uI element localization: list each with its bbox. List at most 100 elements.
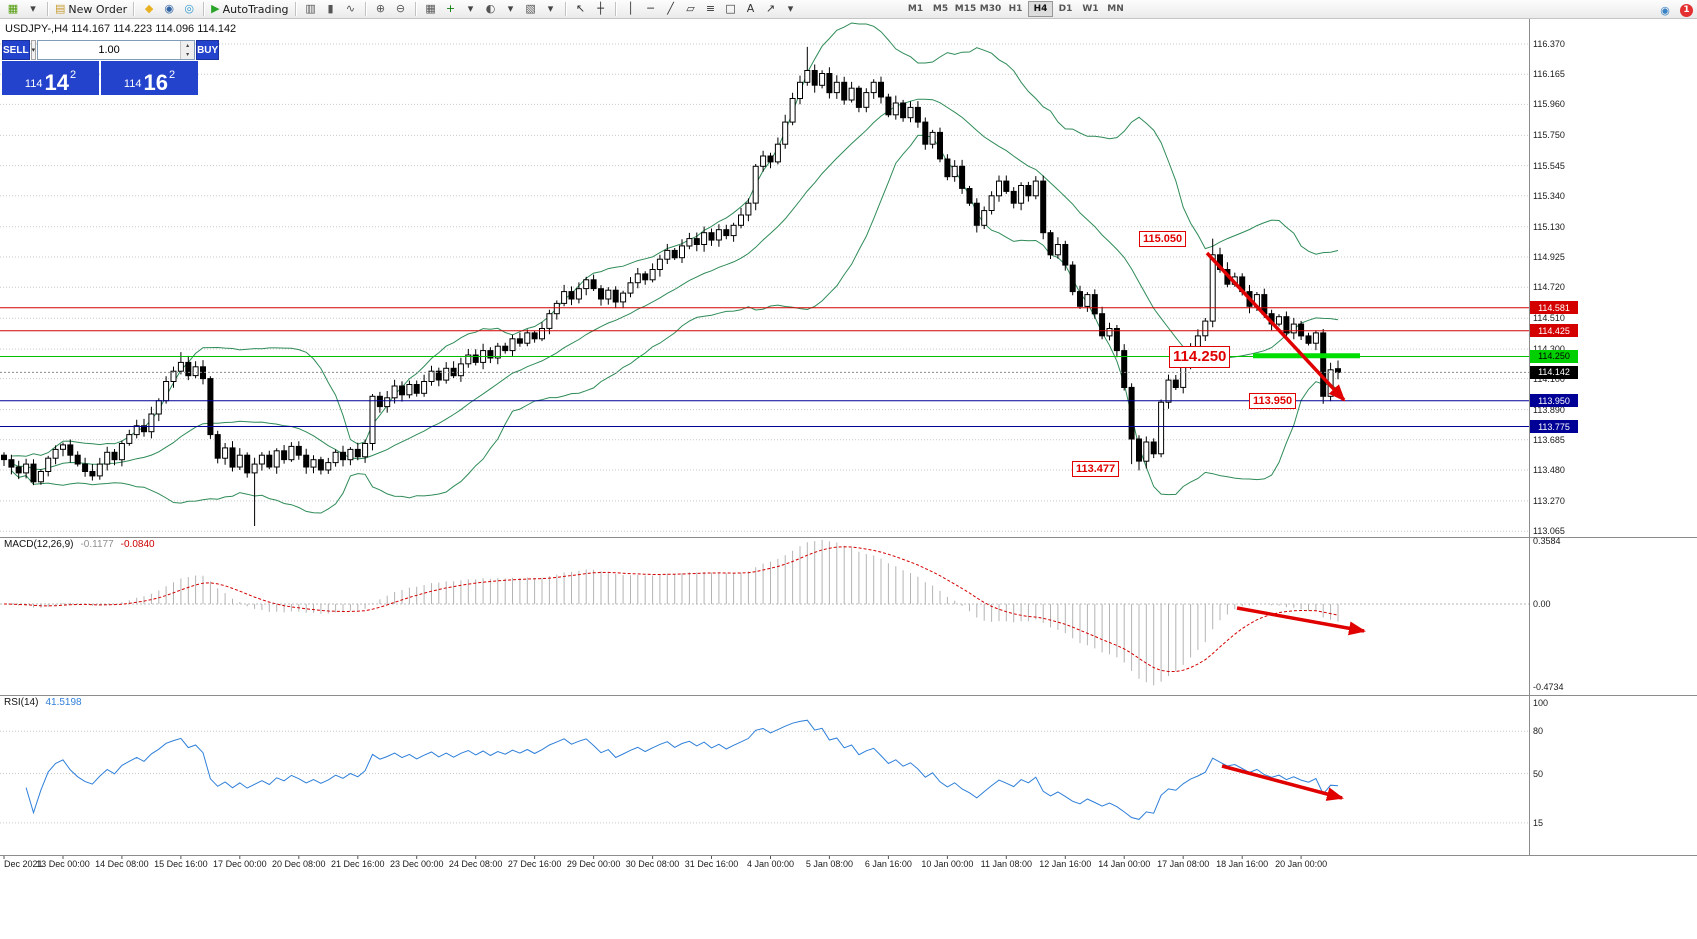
trendline-icon[interactable]: ╱	[661, 1, 681, 17]
timeframe-m15[interactable]: M15	[954, 4, 977, 14]
line-chart-icon[interactable]: ∿	[341, 1, 361, 17]
shapes-icon[interactable]: □	[721, 1, 741, 17]
new-order-button[interactable]: ▤ New Order	[53, 1, 129, 17]
toolbar-separator	[203, 2, 206, 16]
price-scale-label: 114.300	[1533, 344, 1565, 354]
periods-icon[interactable]: ◐	[481, 1, 501, 17]
ask-prefix: 114	[123, 78, 142, 90]
cursor-icon[interactable]: ↖	[571, 1, 591, 17]
timeframe-mn[interactable]: MN	[1107, 4, 1124, 14]
vertical-line-icon[interactable]: │	[621, 1, 641, 17]
timeframe-d1[interactable]: D1	[1058, 4, 1073, 14]
price-scale-label: 115.130	[1533, 221, 1565, 232]
indicators-icon: +	[445, 2, 456, 15]
time-axis-label: 10 Jan 00:00	[921, 859, 974, 869]
time-axis-label: Dec 2021	[4, 859, 43, 869]
price-annotation-114.250[interactable]: 114.250	[1169, 346, 1231, 368]
time-axis[interactable]: Dec 2021 13 Dec 00:00 14 Dec 08:00 15 Dec 1…	[0, 856, 1529, 878]
price-grid	[0, 43, 1529, 532]
timeframe-m5[interactable]: M5	[932, 4, 949, 14]
data-window-icon[interactable]: ◎	[179, 1, 199, 17]
timeframe-m1[interactable]: M1	[907, 4, 924, 14]
arrows-dropdown-icon[interactable]: ▾	[781, 1, 801, 17]
candlestick-chart-icon: ▮	[327, 2, 334, 15]
trend-arrow[interactable]	[1236, 606, 1366, 636]
metaeditor-icon[interactable]: ◆	[139, 1, 159, 17]
arrow-object-icon[interactable]: ↗	[761, 1, 781, 17]
chevron-down-icon: ▾	[31, 47, 36, 54]
price-tag-114.425: 114.425	[1530, 324, 1578, 338]
bar-chart-icon[interactable]: ▥	[301, 1, 321, 17]
new-chart-dropdown-icon[interactable]: ▾	[23, 1, 43, 17]
macd-main-value: -0.1177	[80, 539, 114, 550]
spin-down-icon[interactable]: ▾	[181, 50, 195, 59]
shapes-icon: □	[725, 2, 736, 15]
rsi-level-lines	[0, 730, 1529, 824]
macd-scale-label: 0.3584	[1533, 536, 1561, 547]
indicators-dropdown-icon[interactable]: ▾	[461, 1, 481, 17]
timeframe-h4[interactable]: H4	[1028, 1, 1053, 17]
ask-pipette-digit: 2	[168, 69, 176, 81]
price-scale[interactable]: 116.370 116.165 115.960 115.750 115.545 115.3…	[1530, 19, 1697, 856]
templates-dropdown-icon[interactable]: ▾	[541, 1, 561, 17]
price-scale-label: 113.685	[1533, 434, 1565, 445]
new-chart-icon[interactable]: ▦	[3, 1, 23, 17]
tile-windows-icon[interactable]: ▦	[421, 1, 441, 17]
price-tag-114.250: 114.250	[1530, 349, 1578, 363]
buy-price-panel[interactable]: 114 16 2	[101, 61, 198, 95]
macd-signal-line	[3, 546, 1339, 672]
lot-size-field: ▴ ▾	[37, 40, 196, 60]
tile-windows-icon: ▦	[425, 2, 436, 15]
templates-icon: ▧	[525, 2, 536, 15]
price-tag-114.142: 114.142	[1530, 365, 1578, 379]
time-axis-label: 30 Dec 08:00	[625, 859, 680, 869]
candlestick-chart-icon[interactable]: ▮	[321, 1, 341, 17]
autotrading-button[interactable]: ▶ AutoTrading	[209, 1, 290, 17]
one-click-top-row: SELL ▾ ▴ ▾ BUY	[2, 40, 220, 60]
notifications-badge[interactable]: 1	[1680, 3, 1693, 17]
spin-up-icon[interactable]: ▴	[181, 41, 195, 50]
community-icon[interactable]: ◉	[1660, 3, 1670, 17]
time-axis-label: 21 Dec 16:00	[330, 859, 385, 869]
buy-button[interactable]: BUY	[196, 40, 220, 60]
new-chart-dropdown-icon: ▾	[30, 2, 36, 15]
price-scale-label: 115.545	[1533, 160, 1565, 171]
price-annotation-113.477[interactable]: 113.477	[1072, 461, 1120, 478]
fibonacci-icon[interactable]: ≡	[701, 1, 721, 17]
sell-price-panel[interactable]: 114 14 2	[2, 61, 99, 95]
zoom-in-icon: ⊕	[375, 2, 386, 15]
price-scale-label: 115.340	[1533, 190, 1565, 201]
timeframe-w1[interactable]: W1	[1082, 4, 1099, 14]
timeframe-m30[interactable]: M30	[979, 4, 1002, 14]
order-type-dropdown[interactable]: ▾	[30, 40, 37, 60]
indicators-icon[interactable]: +	[441, 1, 461, 17]
rsi-scale-label: 80	[1533, 726, 1544, 737]
options-icon[interactable]: ◉	[159, 1, 179, 17]
time-axis-label: 6 Jan 16:00	[864, 859, 912, 869]
periods-dropdown-icon[interactable]: ▾	[501, 1, 521, 17]
periods-icon: ◐	[485, 2, 496, 15]
time-axis-label: 15 Dec 16:00	[154, 859, 208, 869]
time-axis-label: 13 Dec 00:00	[36, 859, 90, 869]
sell-button[interactable]: SELL	[2, 40, 30, 60]
text-label-icon[interactable]: A	[741, 1, 761, 17]
time-axis-label: 20 Dec 08:00	[272, 859, 326, 869]
time-axis-label: 4 Jan 00:00	[746, 859, 794, 869]
trend-arrow[interactable]	[1205, 251, 1346, 402]
toolbar-right: ◉ 1	[1655, 2, 1693, 18]
timeframe-h1[interactable]: H1	[1008, 4, 1023, 14]
autotrading-icon: ▶	[211, 2, 220, 15]
equidistant-channel-icon[interactable]: ▱	[681, 1, 701, 17]
trend-arrow[interactable]	[1221, 764, 1344, 801]
price-annotation-115.050[interactable]: 115.050	[1139, 231, 1187, 248]
toolbar-separator	[414, 2, 417, 16]
lot-size-input[interactable]	[38, 41, 181, 59]
templates-icon[interactable]: ▧	[521, 1, 541, 17]
horizontal-line-icon[interactable]: ─	[641, 1, 661, 17]
zoom-out-icon[interactable]: ⊖	[391, 1, 411, 17]
price-annotation-113.950[interactable]: 113.950	[1249, 393, 1297, 410]
crosshair-icon[interactable]: ┼	[591, 1, 611, 17]
zoom-in-icon[interactable]: ⊕	[371, 1, 391, 17]
rsi-scale-label: 15	[1533, 817, 1544, 828]
